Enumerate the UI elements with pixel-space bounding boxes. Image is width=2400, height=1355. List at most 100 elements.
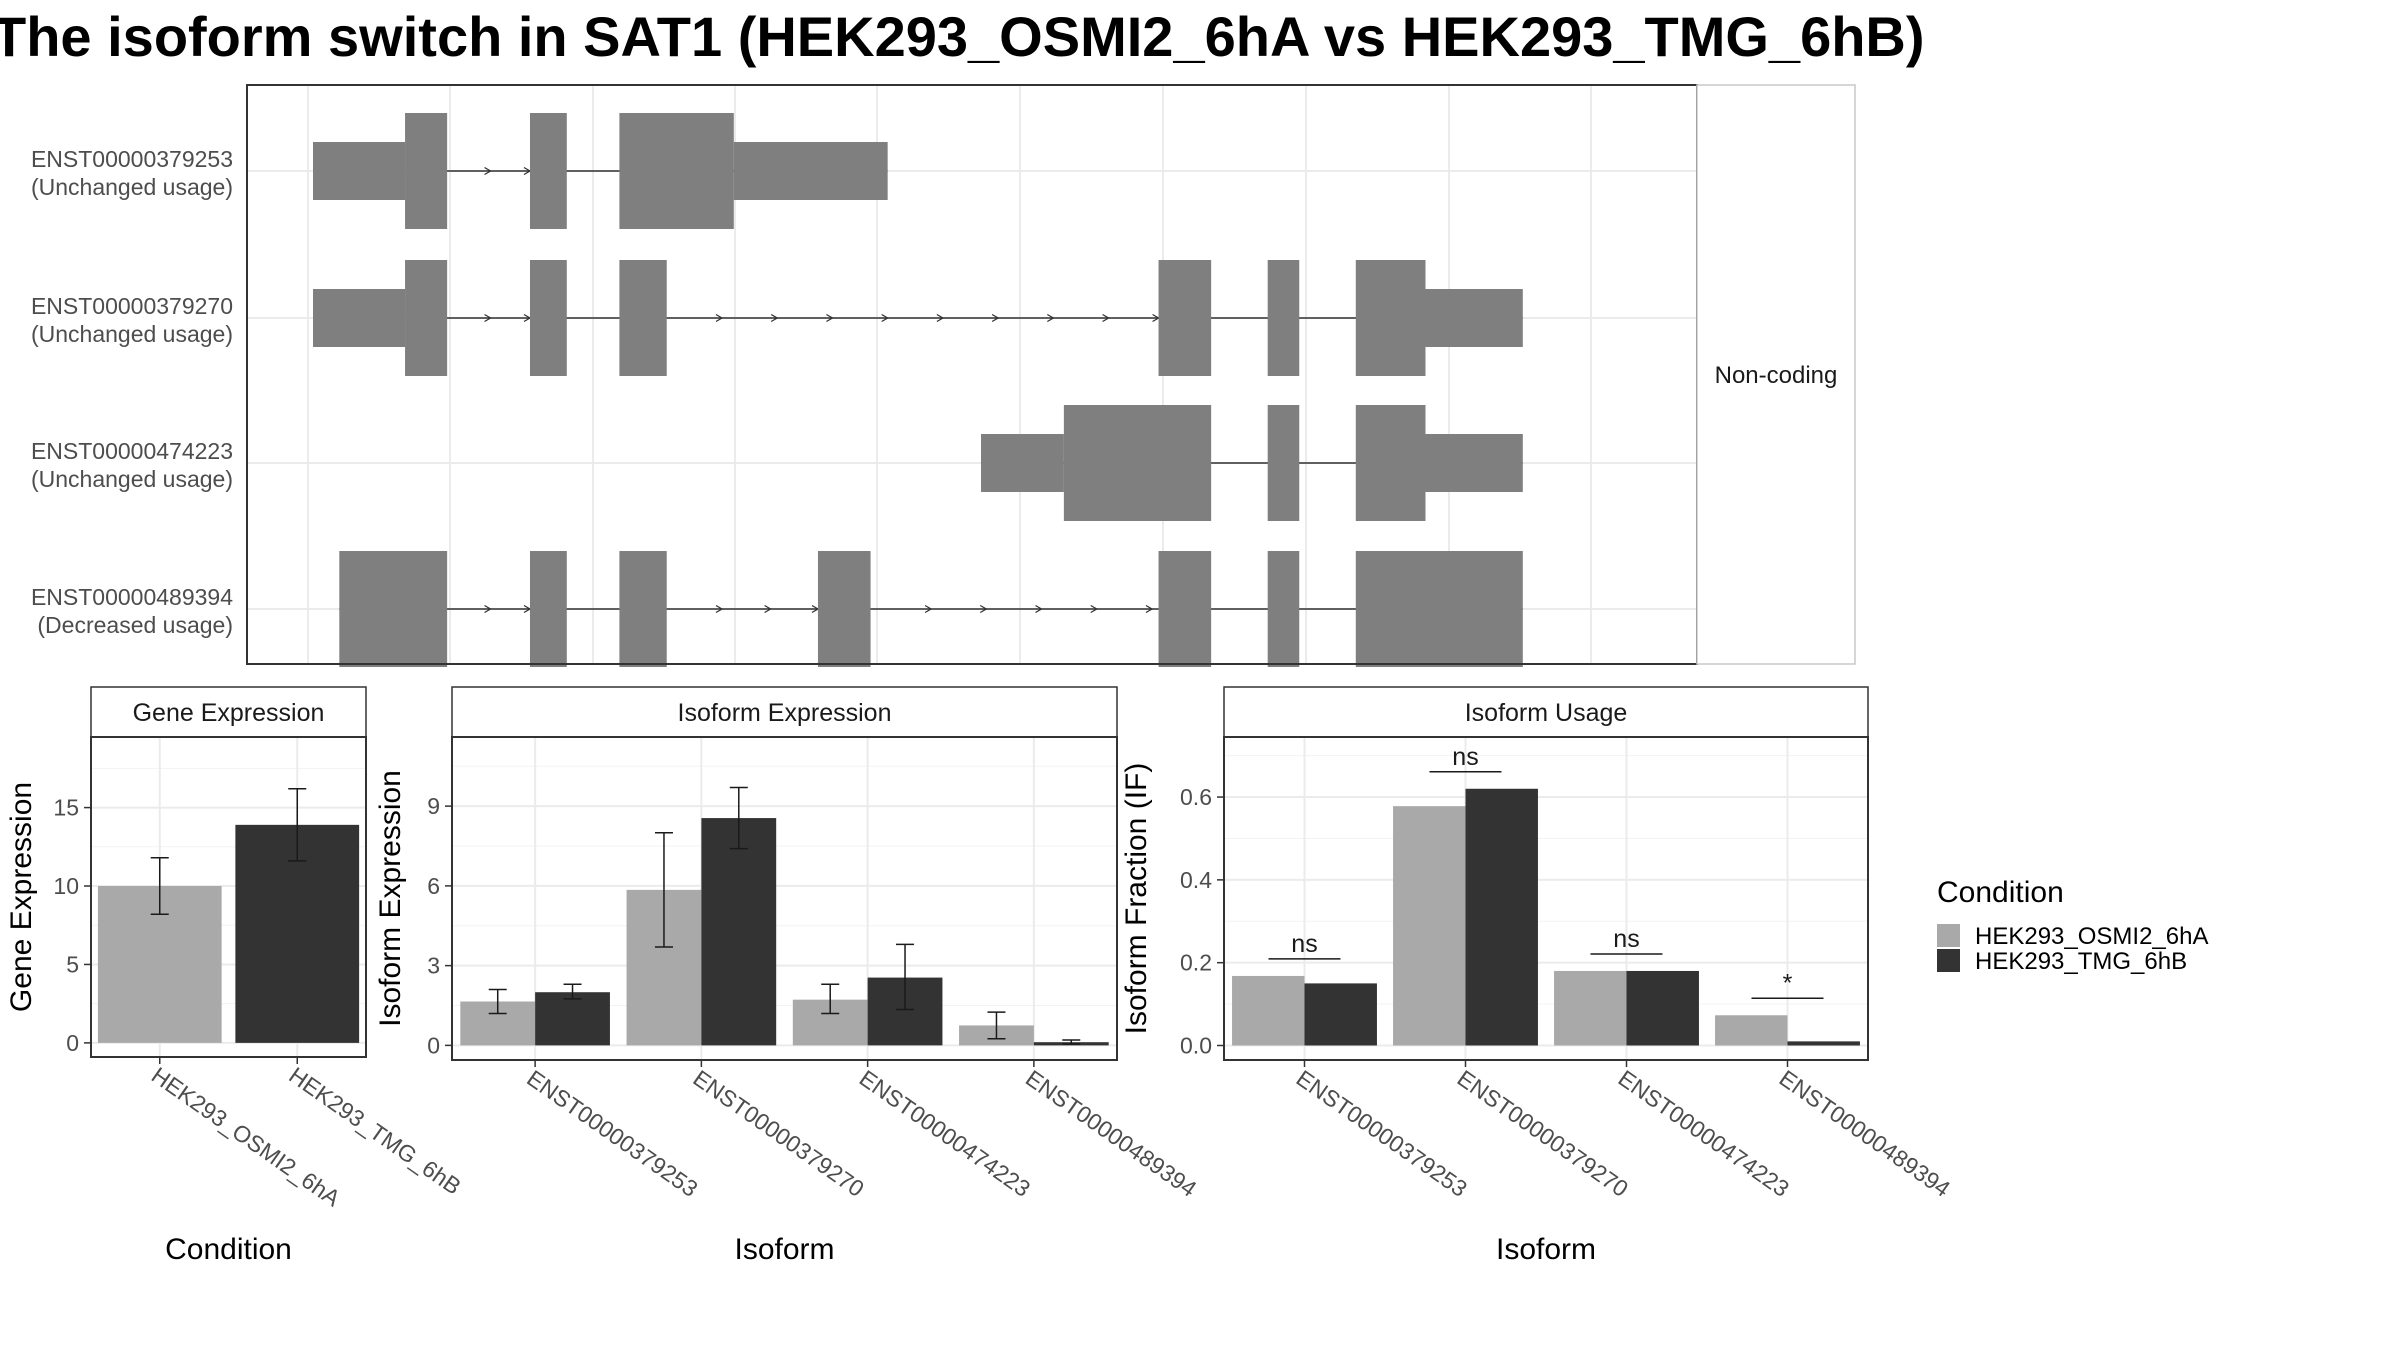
exon-utr (733, 142, 888, 200)
exon-coding (1355, 551, 1523, 667)
significance-label: ns (1452, 743, 1478, 771)
panel-title: Isoform Usage (1465, 699, 1628, 727)
bar (535, 992, 610, 1046)
transcript-id-label: ENST00000489394 (31, 584, 233, 610)
y-tick-label: 9 (427, 793, 440, 819)
intron-direction-arrow (979, 604, 988, 614)
intron-direction-arrow (991, 313, 1000, 323)
exon-coding (405, 113, 448, 229)
legend-swatch (1937, 949, 1960, 972)
y-tick-label: 0 (427, 1032, 440, 1058)
exon-utr (1425, 434, 1523, 492)
x-tick-label: ENST00000379270 (1453, 1065, 1633, 1202)
y-tick-label: 0.2 (1180, 950, 1212, 976)
intron-direction-arrow (881, 313, 889, 323)
legend-item-label: HEK293_TMG_6hB (1975, 948, 2187, 975)
y-tick-label: 3 (427, 953, 440, 979)
panel-title: Gene Expression (133, 699, 325, 727)
x-axis-title: Isoform (734, 1233, 834, 1266)
y-tick-label: 0.0 (1180, 1033, 1212, 1059)
intron-direction-arrow (484, 313, 492, 323)
intron-direction-arrow (764, 604, 772, 614)
panel-strip (451, 686, 1118, 738)
x-tick-label: ENST00000379253 (1292, 1065, 1472, 1202)
x-axis-title: Condition (165, 1233, 292, 1266)
intron-direction-arrow (484, 166, 492, 176)
y-tick-label: 0 (66, 1030, 79, 1056)
exon-coding (1267, 405, 1300, 521)
intron-direction-arrow (924, 604, 933, 614)
exon-coding (405, 260, 448, 376)
panel-strip (1223, 686, 1869, 738)
y-tick-label: 10 (53, 873, 79, 899)
intron-direction-arrow (1090, 604, 1099, 614)
exon-coding (619, 260, 667, 376)
exon-coding (1158, 551, 1212, 667)
exon-coding (817, 551, 871, 667)
transcript-usage-label: (Unchanged usage) (31, 174, 233, 200)
exon-coding (1158, 260, 1212, 376)
intron-direction-arrow (1145, 604, 1154, 614)
legend-item-label: HEK293_OSMI2_6hA (1975, 923, 2208, 950)
exon-utr (313, 142, 406, 200)
exon-coding (1355, 260, 1426, 376)
exon-coding (529, 260, 567, 376)
bar (1393, 806, 1466, 1046)
intron-direction-arrow (1035, 604, 1043, 614)
x-axis-title: Isoform (1496, 1233, 1596, 1266)
isoform-usage-panel: Isoform Usage 0.0 0.2 0.4 0.6 ns ns ns * ENST0000… (1120, 686, 1956, 1266)
structure-strip-label: Non-coding (1715, 362, 1838, 389)
y-tick-label: 15 (53, 795, 79, 821)
panel-border (451, 736, 1118, 1061)
transcript-id-label: ENST00000379270 (31, 293, 233, 319)
panel-strip (90, 686, 367, 738)
exon-coding (1355, 405, 1426, 521)
isoform-structure-panel: ENST00000379253(Unchanged usage)ENST0000… (31, 84, 1856, 667)
exon-coding (1267, 260, 1300, 376)
isoform-expression-panel: Isoform Expression 0 3 6 9 ENST00000379253ENS… (374, 686, 1202, 1266)
significance-label: ns (1291, 930, 1317, 958)
transcript-usage-label: (Unchanged usage) (31, 321, 233, 347)
exon-coding (1267, 551, 1300, 667)
exon-utr (981, 434, 1064, 492)
y-tick-label: 6 (427, 873, 440, 899)
exon-coding (529, 551, 567, 667)
y-tick-label: 5 (66, 951, 79, 977)
exon-utr (1425, 289, 1523, 347)
bar (1787, 1041, 1860, 1046)
intron-direction-arrow (770, 313, 779, 323)
y-tick-label: 0.6 (1180, 784, 1212, 810)
panel-border (1223, 736, 1869, 1061)
exon-coding (339, 551, 448, 667)
x-tick-label: ENST00000379270 (689, 1065, 869, 1202)
exon-coding (1063, 405, 1212, 521)
y-axis-title: Gene Expression (5, 782, 38, 1012)
legend-swatch (1937, 924, 1960, 947)
intron-direction-arrow (1047, 313, 1055, 323)
intron-direction-arrow (826, 313, 834, 323)
intron-direction-arrow (715, 604, 724, 614)
transcript-usage-label: (Decreased usage) (37, 612, 233, 638)
legend-title: Condition (1937, 876, 2064, 909)
y-axis-title: Isoform Fraction (IF) (1120, 763, 1153, 1035)
intron-direction-arrow (715, 313, 724, 323)
bar (1554, 970, 1627, 1046)
bar (1232, 975, 1305, 1046)
x-tick-label: ENST00000379253 (522, 1065, 702, 1202)
structure-strip (1696, 84, 1856, 665)
panel-title: Isoform Expression (678, 699, 892, 727)
exon-coding (619, 551, 667, 667)
exon-coding (529, 113, 567, 229)
bar (701, 818, 777, 1046)
bar (1715, 1015, 1788, 1046)
exon-utr (313, 289, 406, 347)
significance-label: ns (1613, 925, 1639, 953)
x-tick-label: ENST00000489394 (1775, 1065, 1956, 1202)
intron-direction-arrow (1102, 313, 1110, 323)
transcript-usage-label: (Unchanged usage) (31, 466, 233, 492)
bar (1465, 788, 1538, 1046)
intron-direction-arrow (484, 604, 492, 614)
